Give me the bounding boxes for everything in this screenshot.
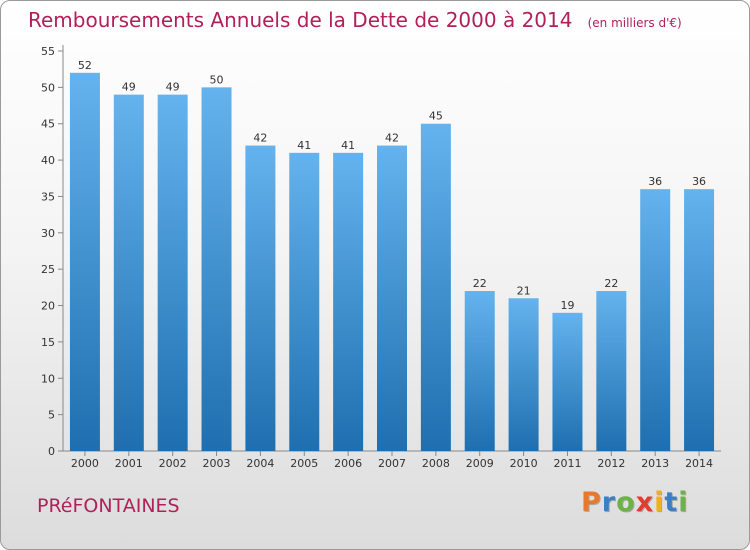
data-label: 50 bbox=[210, 73, 224, 86]
bar bbox=[596, 291, 627, 451]
bar bbox=[377, 145, 407, 451]
y-tick-label: 55 bbox=[41, 45, 55, 58]
bar bbox=[420, 123, 451, 452]
x-tick-label: 2007 bbox=[378, 457, 406, 470]
data-label: 45 bbox=[429, 110, 443, 123]
x-tick-label: 2003 bbox=[203, 457, 231, 470]
x-tick-label: 2011 bbox=[553, 457, 581, 470]
x-tick-label: 2014 bbox=[685, 457, 713, 470]
data-label: 41 bbox=[297, 139, 311, 152]
bar bbox=[333, 152, 364, 451]
commune-name: PRéFONTAINES bbox=[37, 495, 180, 517]
y-tick-label: 10 bbox=[41, 372, 55, 385]
y-tick-label: 40 bbox=[41, 154, 55, 167]
bar bbox=[113, 94, 144, 452]
x-tick-label: 2012 bbox=[597, 457, 625, 470]
y-tick-label: 0 bbox=[48, 445, 55, 458]
chart-subtitle: (en milliers d'€) bbox=[587, 16, 682, 30]
bar bbox=[640, 189, 671, 451]
bar bbox=[552, 312, 583, 451]
logo-letter: P bbox=[581, 487, 602, 518]
proxiti-logo[interactable]: Proxiti bbox=[581, 487, 689, 518]
logo-letter: i bbox=[678, 487, 689, 518]
y-tick-label: 5 bbox=[48, 409, 55, 422]
bar bbox=[508, 298, 539, 451]
bar bbox=[684, 189, 715, 451]
x-tick-label: 2009 bbox=[466, 457, 494, 470]
bar bbox=[245, 145, 276, 451]
data-label: 19 bbox=[560, 299, 574, 312]
x-tick-label: 2008 bbox=[422, 457, 450, 470]
y-tick-label: 45 bbox=[41, 118, 55, 131]
y-tick-label: 50 bbox=[41, 81, 55, 94]
x-tick-label: 2005 bbox=[290, 457, 318, 470]
chart-title: Remboursements Annuels de la Dette de 20… bbox=[28, 8, 573, 32]
y-tick-label: 35 bbox=[41, 190, 55, 203]
data-label: 41 bbox=[341, 139, 355, 152]
data-label: 22 bbox=[604, 277, 618, 290]
y-tick-label: 30 bbox=[41, 227, 55, 240]
data-label: 49 bbox=[166, 81, 180, 94]
x-tick-label: 2001 bbox=[115, 457, 143, 470]
data-label: 49 bbox=[122, 81, 136, 94]
x-tick-label: 2004 bbox=[246, 457, 274, 470]
data-label: 21 bbox=[517, 284, 531, 297]
logo-letter: x bbox=[635, 487, 655, 518]
y-tick-label: 15 bbox=[41, 336, 55, 349]
x-tick-label: 2010 bbox=[510, 457, 538, 470]
bar bbox=[69, 72, 100, 452]
bar bbox=[201, 87, 232, 451]
x-tick-label: 2000 bbox=[71, 457, 99, 470]
data-label: 42 bbox=[385, 132, 399, 145]
x-tick-label: 2002 bbox=[159, 457, 187, 470]
x-tick-label: 2006 bbox=[334, 457, 362, 470]
y-tick-label: 20 bbox=[41, 300, 55, 313]
data-label: 52 bbox=[78, 59, 92, 72]
data-label: 42 bbox=[253, 132, 267, 145]
logo-letter: r bbox=[601, 487, 617, 518]
logo-letter: i bbox=[654, 487, 665, 518]
bar bbox=[464, 291, 495, 451]
logo-letter: o bbox=[616, 487, 636, 518]
bar bbox=[289, 152, 320, 451]
data-label: 36 bbox=[648, 175, 662, 188]
bar bbox=[157, 94, 188, 452]
chart-title-block: Remboursements Annuels de la Dette de 20… bbox=[28, 8, 682, 32]
data-label: 36 bbox=[692, 175, 706, 188]
y-tick-label: 25 bbox=[41, 263, 55, 276]
logo-letter: t bbox=[664, 487, 679, 518]
x-tick-label: 2013 bbox=[641, 457, 669, 470]
data-label: 22 bbox=[473, 277, 487, 290]
